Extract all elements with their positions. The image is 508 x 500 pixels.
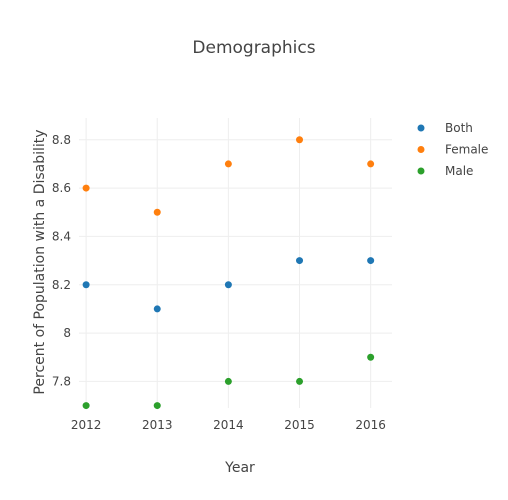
point-male (296, 377, 304, 385)
point-male (367, 353, 375, 361)
x-tick-label: 2012 (71, 418, 102, 432)
x-tick-label: 2016 (355, 418, 386, 432)
y-tick-label: 8 (63, 326, 71, 340)
legend-label-both: Both (445, 121, 473, 135)
point-both (82, 281, 90, 289)
y-tick-label: 8.4 (52, 229, 71, 243)
point-female (367, 160, 375, 168)
chart-title: Demographics (192, 38, 315, 58)
legend-marker-female (417, 146, 425, 153)
point-female (82, 184, 90, 192)
point-both (153, 305, 161, 313)
grid (79, 118, 392, 408)
point-female (296, 136, 304, 144)
x-tick-label: 2015 (284, 418, 315, 432)
y-tick-label: 8.2 (52, 278, 71, 292)
point-male (153, 402, 161, 410)
y-tick-label: 8.6 (52, 181, 71, 195)
point-male (82, 402, 90, 410)
point-female (224, 160, 232, 168)
x-axis-ticks: 2012 2013 2014 2015 2016 (71, 418, 386, 432)
legend: Both Female Male (417, 121, 488, 178)
point-both (296, 257, 304, 265)
y-tick-label: 7.8 (52, 374, 71, 388)
legend-label-female: Female (445, 143, 488, 157)
point-female (153, 208, 161, 216)
point-both (224, 281, 232, 289)
point-both (367, 257, 375, 265)
point-male (224, 377, 232, 385)
x-axis-title: Year (224, 460, 255, 476)
y-tick-label: 8.8 (52, 133, 71, 147)
legend-label-male: Male (445, 164, 473, 178)
x-tick-label: 2014 (213, 418, 244, 432)
data-points (82, 136, 375, 410)
legend-marker-both (417, 124, 425, 132)
legend-marker-male (417, 167, 425, 175)
x-tick-label: 2013 (142, 418, 173, 432)
y-axis-title: Percent of Population with a Disability (32, 129, 48, 394)
y-axis-ticks: 7.8 8 8.2 8.4 8.6 8.8 (52, 133, 71, 389)
